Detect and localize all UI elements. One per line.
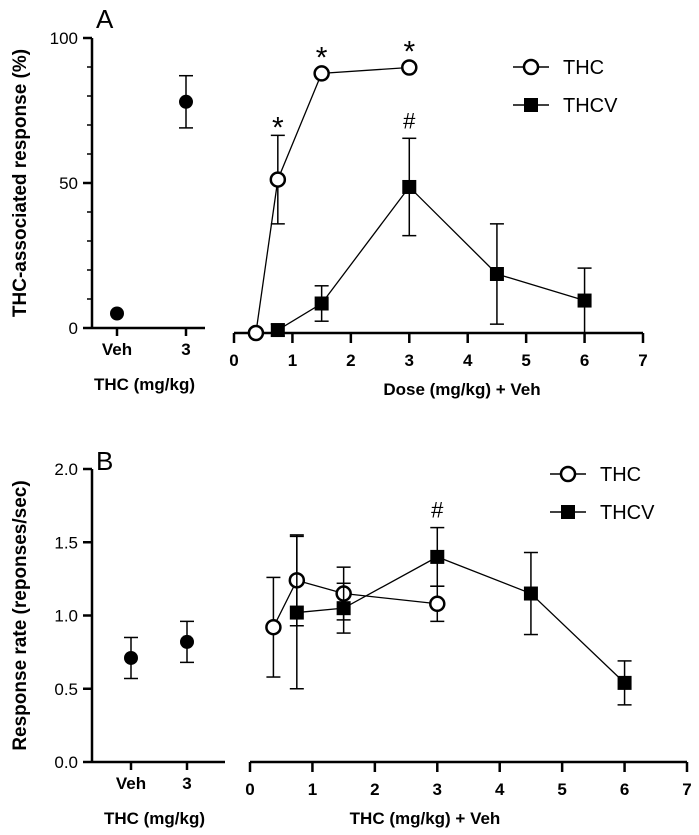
marker-filled-circle	[179, 94, 193, 109]
legend-label-thcv: THCV	[563, 95, 618, 117]
y-tick-label: 2.0	[54, 460, 78, 479]
x-tick-label: 7	[638, 351, 647, 370]
x-tick-label: 2	[346, 351, 355, 370]
y-axis-label: THC-associated response (%)	[10, 49, 31, 317]
x-tick-label: 2	[370, 780, 379, 799]
y-tick-label: 100	[50, 29, 78, 48]
marker-square	[430, 549, 445, 564]
significance-marker: #	[431, 498, 444, 523]
x-tick-label: 5	[557, 780, 566, 799]
x-tick-label: Veh	[116, 774, 146, 793]
y-tick-label: 50	[59, 174, 78, 193]
marker-square	[523, 586, 538, 601]
x-tick-label: 0	[245, 780, 254, 799]
x-axis-label-left: THC (mg/kg)	[94, 375, 195, 394]
panel-label-b: B	[96, 446, 113, 476]
marker-filled-circle	[124, 650, 138, 665]
marker-filled-circle	[110, 306, 124, 321]
marker-square	[336, 601, 351, 616]
marker-square	[617, 675, 632, 690]
x-tick-label: 4	[495, 780, 505, 799]
x-tick-label: 1	[288, 351, 297, 370]
series-line-thc	[272, 579, 438, 628]
marker-square	[270, 323, 285, 338]
marker-square	[402, 179, 417, 194]
significance-marker: #	[403, 108, 416, 133]
x-tick-label: 3	[181, 340, 190, 359]
x-tick-label: 6	[580, 351, 589, 370]
y-tick-label: 1.0	[54, 607, 78, 626]
legend-label-thcv: THCV	[600, 502, 655, 524]
x-axis-label-right: THC (mg/kg) + Veh	[350, 809, 501, 828]
marker-square	[577, 293, 592, 308]
x-tick-label: 4	[463, 351, 473, 370]
panel-label-a: A	[96, 4, 114, 34]
significance-marker: *	[272, 111, 284, 144]
legend-label-thc: THC	[563, 57, 604, 79]
x-tick-label: Veh	[102, 340, 132, 359]
y-tick-label: 0.0	[54, 753, 78, 772]
significance-marker: *	[316, 41, 328, 74]
x-tick-label: 3	[405, 351, 414, 370]
x-axis-label-right: Dose (mg/kg) + Veh	[383, 380, 540, 399]
marker-square	[289, 605, 304, 620]
marker-circle	[269, 171, 287, 188]
marker-square	[489, 267, 504, 281]
x-tick-label: 6	[620, 780, 629, 799]
x-tick-label: 3	[182, 774, 191, 793]
x-tick-label: 7	[682, 780, 691, 799]
x-tick-label: 5	[521, 351, 530, 370]
x-tick-label: 0	[229, 351, 238, 370]
marker-circle	[401, 59, 418, 76]
marker-circle	[247, 324, 265, 342]
x-tick-label: 1	[308, 780, 317, 799]
y-axis-label: Response rate (reponses/sec)	[10, 480, 31, 750]
marker-circle	[522, 58, 540, 76]
legend-label-thc: THC	[600, 464, 641, 486]
marker-circle	[559, 465, 577, 483]
y-tick-label: 1.5	[54, 533, 78, 552]
series-line-thc	[255, 66, 410, 334]
marker-square	[524, 98, 538, 112]
marker-filled-circle	[180, 634, 194, 649]
x-axis-label-left: THC (mg/kg)	[104, 809, 205, 828]
marker-circle	[429, 595, 446, 613]
significance-marker: *	[403, 36, 415, 69]
marker-circle	[265, 618, 282, 636]
marker-circle	[313, 65, 330, 82]
marker-square	[314, 296, 329, 311]
x-tick-label: 3	[433, 780, 442, 799]
y-tick-label: 0	[69, 319, 78, 338]
y-tick-label: 0.5	[54, 680, 78, 699]
marker-square	[561, 505, 575, 519]
